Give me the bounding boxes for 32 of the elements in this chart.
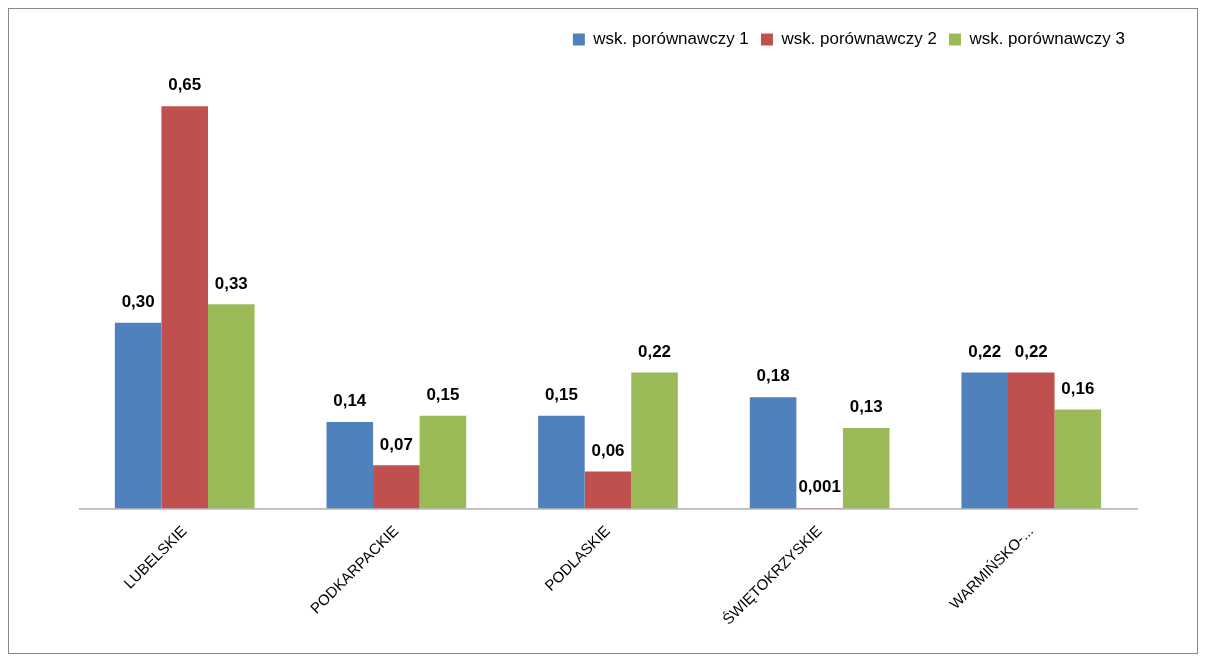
bar: [631, 372, 678, 509]
data-label: 0,22: [968, 341, 1002, 361]
data-label: 0,18: [756, 366, 790, 386]
bar: [842, 428, 890, 509]
legend-label: wsk. porównawczy 1: [592, 29, 749, 49]
bar: [207, 304, 255, 509]
legend-label: wsk. porównawczy 2: [780, 29, 937, 49]
bar: [161, 106, 208, 509]
bar: [419, 415, 467, 509]
data-label: 0,001: [798, 477, 841, 497]
data-label: 0,16: [1061, 378, 1095, 398]
bar: [326, 421, 374, 509]
bar: [1008, 372, 1055, 509]
data-label: 0,22: [1014, 341, 1048, 361]
data-label: 0,14: [333, 391, 367, 411]
bar: [538, 415, 585, 509]
data-label: 0,33: [214, 273, 248, 293]
data-label: 0,30: [121, 292, 155, 312]
data-label: 0,65: [168, 75, 202, 95]
data-label: 0,15: [544, 384, 578, 404]
data-label: 0,15: [426, 384, 460, 404]
data-label: 0,22: [638, 341, 672, 361]
bar: [749, 397, 797, 509]
bar: [584, 471, 632, 509]
data-label: 0,07: [379, 434, 413, 454]
legend-label: wsk. porównawczy 3: [968, 29, 1125, 49]
bar: [1054, 409, 1102, 509]
bar: [114, 322, 162, 509]
data-label: 0,06: [591, 440, 625, 460]
bar: [373, 465, 420, 509]
data-label: 0,13: [849, 397, 883, 417]
bar: [961, 372, 1008, 509]
